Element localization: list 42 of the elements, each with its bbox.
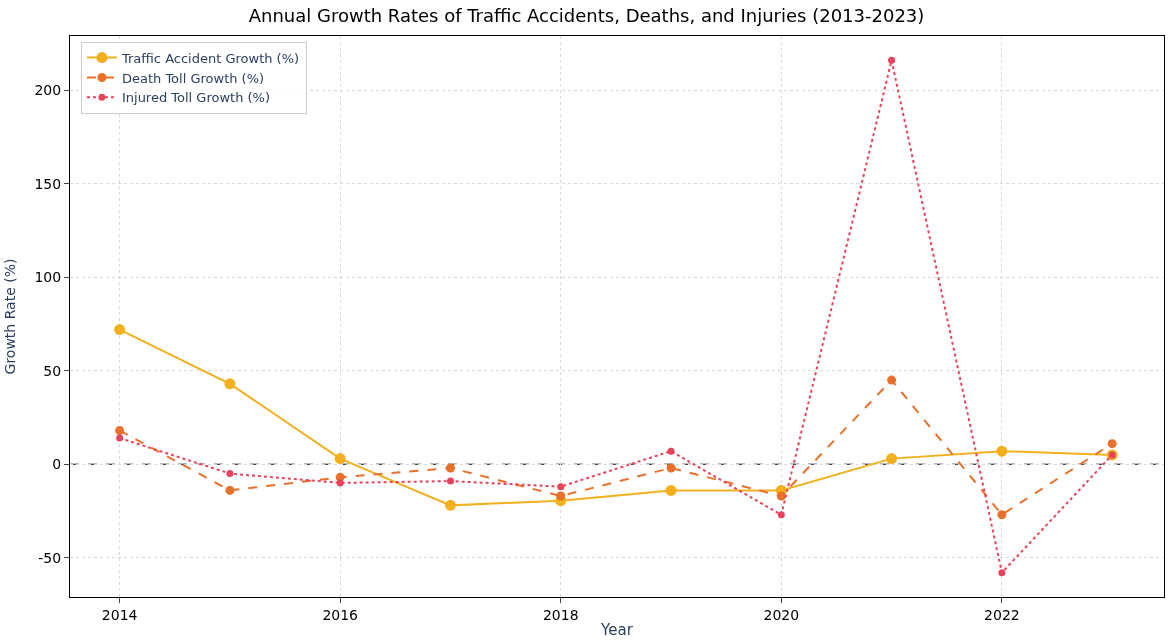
legend-label: Traffic Accident Growth (%) (120, 50, 300, 66)
point (336, 479, 344, 487)
point (1107, 439, 1117, 449)
y-tick-label: 200 (34, 82, 62, 99)
x-tick-label: 2016 (322, 606, 359, 623)
point (116, 434, 124, 442)
point (996, 445, 1008, 457)
point (225, 485, 235, 495)
y-tick-label: -50 (38, 549, 62, 566)
point (557, 483, 565, 491)
point (666, 463, 676, 473)
point (115, 426, 125, 436)
point (444, 499, 456, 511)
point (887, 375, 897, 385)
point (446, 477, 454, 485)
point (665, 484, 677, 496)
x-tick-label: 2020 (763, 606, 800, 623)
x-tick-label: 2022 (984, 606, 1020, 623)
point (667, 447, 675, 455)
point (224, 378, 236, 390)
point (114, 324, 126, 336)
point (445, 463, 455, 473)
point (556, 491, 566, 501)
y-tick-label: 0 (52, 456, 62, 473)
point (776, 491, 786, 501)
x-tick-label: 2014 (101, 606, 138, 623)
legend-label: Injured Toll Growth (%) (121, 90, 271, 106)
point (886, 453, 898, 465)
point (334, 453, 346, 465)
y-tick-label: 150 (34, 175, 62, 192)
point (777, 511, 785, 519)
point (888, 56, 896, 64)
point (997, 510, 1007, 520)
point (226, 470, 234, 478)
x-axis-title: Year (600, 620, 634, 639)
y-axis-title: Growth Rate (%) (2, 258, 19, 375)
y-tick-label: 50 (43, 362, 62, 379)
y-tick-label: 100 (34, 269, 62, 286)
x-tick-label: 2018 (542, 606, 579, 623)
point (998, 569, 1006, 577)
legend-label: Death Toll Growth (%) (121, 70, 265, 86)
chart-title: Annual Growth Rates of Traffic Accidents, Deaths, and Injuries (2013-2023) (248, 5, 925, 27)
